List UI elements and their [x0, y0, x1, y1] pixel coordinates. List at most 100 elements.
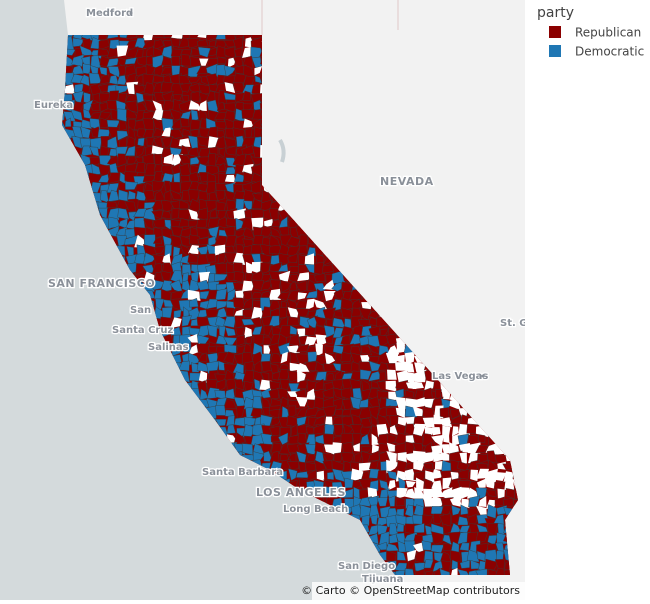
precinct	[163, 153, 173, 165]
precinct	[124, 181, 139, 190]
precinct	[413, 542, 424, 554]
city-label: Las Vegas	[432, 371, 488, 382]
precinct	[151, 145, 166, 155]
precinct	[458, 468, 470, 480]
precinct	[180, 254, 190, 265]
precinct	[152, 218, 166, 228]
precinct	[71, 65, 85, 75]
precinct	[412, 381, 424, 390]
precinct	[152, 127, 162, 137]
precinct	[450, 567, 458, 575]
precinct	[431, 444, 443, 454]
precinct	[397, 416, 408, 426]
precinct	[143, 189, 156, 201]
precinct	[199, 271, 211, 283]
legend-swatch[interactable]	[549, 26, 561, 38]
precinct	[223, 92, 237, 101]
precinct	[197, 352, 207, 363]
precinct	[305, 290, 319, 299]
precinct	[236, 405, 246, 419]
precinct	[423, 559, 434, 569]
precinct	[207, 126, 219, 139]
precinct	[324, 444, 334, 454]
precinct	[333, 452, 344, 463]
precinct	[450, 550, 461, 563]
city-label: St. G	[500, 318, 527, 329]
precinct	[224, 409, 236, 418]
precinct	[197, 380, 208, 392]
precinct	[396, 523, 405, 532]
precinct	[223, 351, 236, 364]
precinct	[288, 274, 300, 284]
city-label: Medford	[86, 8, 133, 19]
precinct	[404, 568, 415, 575]
legend-label[interactable]: Republican	[575, 26, 641, 40]
city-label: Salinas	[148, 342, 189, 353]
precinct	[153, 35, 166, 39]
precinct	[234, 315, 245, 329]
precinct	[360, 345, 373, 356]
precinct	[360, 426, 371, 435]
precinct	[135, 263, 145, 276]
precinct	[475, 445, 489, 454]
precinct	[178, 360, 190, 372]
precinct	[173, 172, 181, 183]
precinct	[117, 108, 127, 122]
precinct	[160, 67, 173, 75]
precinct	[189, 372, 202, 382]
precinct	[376, 423, 389, 437]
precinct	[367, 487, 378, 500]
precinct	[241, 144, 255, 156]
precinct	[233, 208, 246, 220]
precinct	[477, 434, 486, 444]
precinct	[118, 120, 128, 132]
precinct	[161, 135, 174, 150]
precinct	[225, 217, 237, 228]
precinct	[340, 326, 354, 337]
precinct	[286, 460, 300, 470]
precinct	[413, 369, 427, 383]
precinct	[134, 234, 146, 248]
precinct	[397, 540, 408, 553]
precinct	[79, 74, 90, 87]
precinct	[412, 423, 427, 437]
precinct	[205, 253, 216, 263]
precinct	[243, 118, 254, 128]
precinct	[430, 531, 444, 545]
precinct	[289, 362, 301, 372]
precinct	[173, 309, 182, 320]
attribution-bg	[312, 582, 525, 600]
precinct	[241, 109, 255, 120]
legend-label[interactable]: Democratic	[575, 45, 644, 59]
map-labels: Medford Eureka NEVADA SAN FRANCISCO San …	[33, 7, 527, 587]
precinct	[223, 336, 238, 346]
precinct	[279, 306, 288, 319]
precinct	[331, 497, 343, 509]
precinct	[250, 316, 263, 329]
precinct	[406, 549, 417, 563]
precinct	[385, 380, 397, 392]
precinct	[198, 46, 211, 58]
precinct	[421, 514, 434, 528]
precinct	[224, 344, 237, 354]
legend-swatch[interactable]	[549, 45, 561, 57]
precinct	[259, 253, 273, 266]
precinct	[359, 433, 370, 445]
ocean	[0, 0, 400, 600]
precinct	[478, 495, 487, 508]
precinct	[385, 352, 399, 365]
precinct	[187, 189, 202, 202]
precinct	[197, 39, 209, 47]
precinct	[264, 218, 274, 228]
precinct	[199, 290, 210, 300]
precinct	[277, 342, 290, 355]
precinct	[224, 82, 236, 93]
precinct	[304, 253, 315, 267]
precinct	[169, 279, 183, 294]
precinct	[106, 35, 119, 39]
precinct	[449, 496, 462, 507]
precinct	[371, 444, 380, 454]
precinct	[495, 472, 507, 481]
precinct	[261, 406, 271, 416]
